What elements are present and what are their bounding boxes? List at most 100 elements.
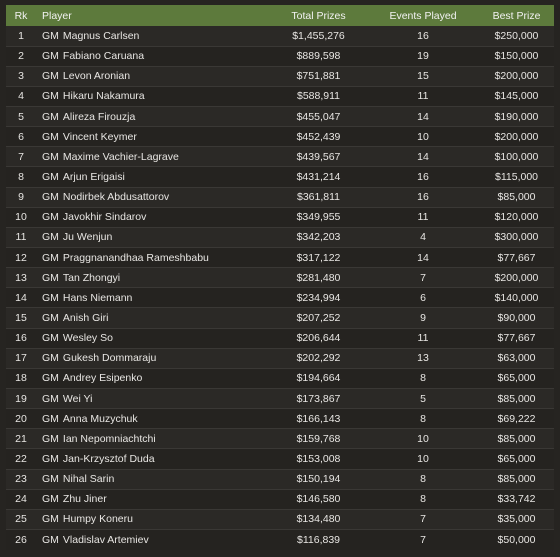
player-cell: GM Wesley So: [36, 328, 270, 349]
player-name[interactable]: Vladislav Artemiev: [62, 533, 149, 546]
player-cell: GM Hans Niemann: [36, 287, 270, 309]
best-prize-cell: $65,000: [479, 368, 554, 390]
player-cell: GM Praggnanandhaa Rameshbabu: [36, 247, 270, 269]
table-row[interactable]: 10 GM Javokhir Sindarov $349,955 11 $120,000: [6, 207, 554, 228]
table-row[interactable]: 19 GM Wei Yi $173,867 5 $85,000: [6, 388, 554, 410]
player-name[interactable]: Humpy Koneru: [62, 513, 133, 526]
player-cell: GM Vincent Keymer: [36, 126, 270, 148]
table-row[interactable]: 24 GM Zhu Jiner $146,580 8 $33,742: [6, 489, 554, 510]
header-best-prize[interactable]: Best Prize: [479, 5, 554, 26]
table-row[interactable]: 11 GM Ju Wenjun $342,203 4 $300,000: [6, 227, 554, 249]
player-name[interactable]: Wei Yi: [62, 392, 93, 405]
table-row[interactable]: 17 GM Gukesh Dommaraju $202,292 13 $63,000: [6, 348, 554, 369]
header-player[interactable]: Player: [36, 5, 270, 26]
total-prizes-cell: $146,580: [270, 489, 367, 510]
player-name[interactable]: Vincent Keymer: [62, 130, 137, 143]
player-name[interactable]: Anish Giri: [62, 312, 109, 325]
total-prizes-cell: $317,122: [270, 247, 367, 269]
player-name[interactable]: Anna Muzychuk: [62, 412, 138, 425]
table-row[interactable]: 20 GM Anna Muzychuk $166,143 8 $69,222: [6, 408, 554, 430]
best-prize-cell: $85,000: [479, 187, 554, 208]
events-played-cell: 4: [367, 227, 479, 249]
best-prize-cell: $85,000: [479, 469, 554, 490]
player-cell: GM Andrey Esipenko: [36, 368, 270, 390]
player-title: GM: [42, 533, 59, 546]
table-row[interactable]: 23 GM Nihal Sarin $150,194 8 $85,000: [6, 469, 554, 490]
table-row[interactable]: 7 GM Maxime Vachier-Lagrave $439,567 14 $100,…: [6, 146, 554, 168]
rank-cell: 15: [6, 307, 36, 329]
rank-cell: 18: [6, 368, 36, 390]
events-played-cell: 16: [367, 187, 479, 208]
header-events-played[interactable]: Events Played: [367, 5, 479, 26]
player-title: GM: [42, 332, 59, 345]
player-title: GM: [42, 473, 59, 486]
player-cell: GM Alireza Firouzja: [36, 106, 270, 128]
player-name[interactable]: Nihal Sarin: [62, 473, 115, 486]
best-prize-cell: $250,000: [479, 26, 554, 47]
rank-cell: 21: [6, 428, 36, 450]
best-prize-cell: $140,000: [479, 287, 554, 309]
player-name[interactable]: Ju Wenjun: [62, 231, 113, 244]
table-row[interactable]: 25 GM Humpy Koneru $134,480 7 $35,000: [6, 509, 554, 531]
total-prizes-cell: $439,567: [270, 146, 367, 168]
player-name[interactable]: Maxime Vachier-Lagrave: [62, 150, 179, 163]
table-row[interactable]: 21 GM Ian Nepomniachtchi $159,768 10 $85,000: [6, 428, 554, 450]
player-name[interactable]: Zhu Jiner: [62, 493, 107, 506]
table-row[interactable]: 6 GM Vincent Keymer $452,439 10 $200,000: [6, 126, 554, 148]
table-row[interactable]: 26 GM Vladislav Artemiev $116,839 7 $50,000: [6, 529, 554, 550]
events-played-cell: 14: [367, 247, 479, 269]
table-row[interactable]: 1 GM Magnus Carlsen $1,455,276 16 $250,000: [6, 26, 554, 47]
player-title: GM: [42, 191, 59, 204]
events-played-cell: 15: [367, 66, 479, 87]
player-title: GM: [42, 312, 59, 325]
total-prizes-cell: $159,768: [270, 428, 367, 450]
player-name[interactable]: Gukesh Dommaraju: [62, 352, 157, 365]
table-row[interactable]: 12 GM Praggnanandhaa Rameshbabu $317,122 14 $…: [6, 247, 554, 269]
best-prize-cell: $200,000: [479, 126, 554, 148]
player-name[interactable]: Hikaru Nakamura: [62, 90, 145, 103]
table-row[interactable]: 18 GM Andrey Esipenko $194,664 8 $65,000: [6, 368, 554, 390]
table-row[interactable]: 8 GM Arjun Erigaisi $431,214 16 $115,000: [6, 166, 554, 188]
table-row[interactable]: 9 GM Nodirbek Abdusattorov $361,811 16 $85,00…: [6, 187, 554, 208]
prize-table: Rk Player Total Prizes Events Played Bes…: [6, 5, 554, 550]
events-played-cell: 8: [367, 489, 479, 510]
table-header: Rk Player Total Prizes Events Played Bes…: [6, 5, 554, 26]
rank-cell: 12: [6, 247, 36, 269]
events-played-cell: 10: [367, 126, 479, 148]
best-prize-cell: $85,000: [479, 388, 554, 410]
table-row[interactable]: 2 GM Fabiano Caruana $889,598 19 $150,000: [6, 46, 554, 67]
player-cell: GM Jan-Krzysztof Duda: [36, 448, 270, 470]
player-name[interactable]: Arjun Erigaisi: [62, 171, 125, 184]
events-played-cell: 7: [367, 267, 479, 289]
events-played-cell: 11: [367, 207, 479, 228]
player-name[interactable]: Andrey Esipenko: [62, 372, 143, 385]
player-name[interactable]: Javokhir Sindarov: [62, 211, 147, 224]
table-row[interactable]: 3 GM Levon Aronian $751,881 15 $200,000: [6, 66, 554, 87]
table-row[interactable]: 4 GM Hikaru Nakamura $588,911 11 $145,000: [6, 86, 554, 108]
player-name[interactable]: Fabiano Caruana: [62, 50, 145, 63]
player-name[interactable]: Nodirbek Abdusattorov: [62, 191, 170, 204]
player-cell: GM Humpy Koneru: [36, 509, 270, 531]
table-row[interactable]: 16 GM Wesley So $206,644 11 $77,667: [6, 328, 554, 349]
player-name[interactable]: Magnus Carlsen: [62, 29, 140, 42]
player-name[interactable]: Alireza Firouzja: [62, 110, 136, 123]
player-name[interactable]: Praggnanandhaa Rameshbabu: [62, 251, 209, 264]
player-name[interactable]: Hans Niemann: [62, 291, 133, 304]
table-row[interactable]: 13 GM Tan Zhongyi $281,480 7 $200,000: [6, 267, 554, 289]
table-row[interactable]: 5 GM Alireza Firouzja $455,047 14 $190,000: [6, 106, 554, 128]
rank-cell: 26: [6, 529, 36, 550]
table-row[interactable]: 15 GM Anish Giri $207,252 9 $90,000: [6, 307, 554, 329]
player-name[interactable]: Levon Aronian: [62, 70, 131, 83]
player-name[interactable]: Wesley So: [62, 332, 113, 345]
table-row[interactable]: 14 GM Hans Niemann $234,994 6 $140,000: [6, 287, 554, 309]
header-total-prizes[interactable]: Total Prizes: [270, 5, 367, 26]
player-cell: GM Anna Muzychuk: [36, 408, 270, 430]
player-name[interactable]: Tan Zhongyi: [62, 271, 121, 284]
player-cell: GM Ju Wenjun: [36, 227, 270, 249]
best-prize-cell: $190,000: [479, 106, 554, 128]
player-name[interactable]: Jan-Krzysztof Duda: [62, 453, 155, 466]
header-rank[interactable]: Rk: [6, 5, 36, 26]
player-name[interactable]: Ian Nepomniachtchi: [62, 432, 156, 445]
table-row[interactable]: 22 GM Jan-Krzysztof Duda $153,008 10 $65,000: [6, 448, 554, 470]
events-played-cell: 19: [367, 46, 479, 67]
